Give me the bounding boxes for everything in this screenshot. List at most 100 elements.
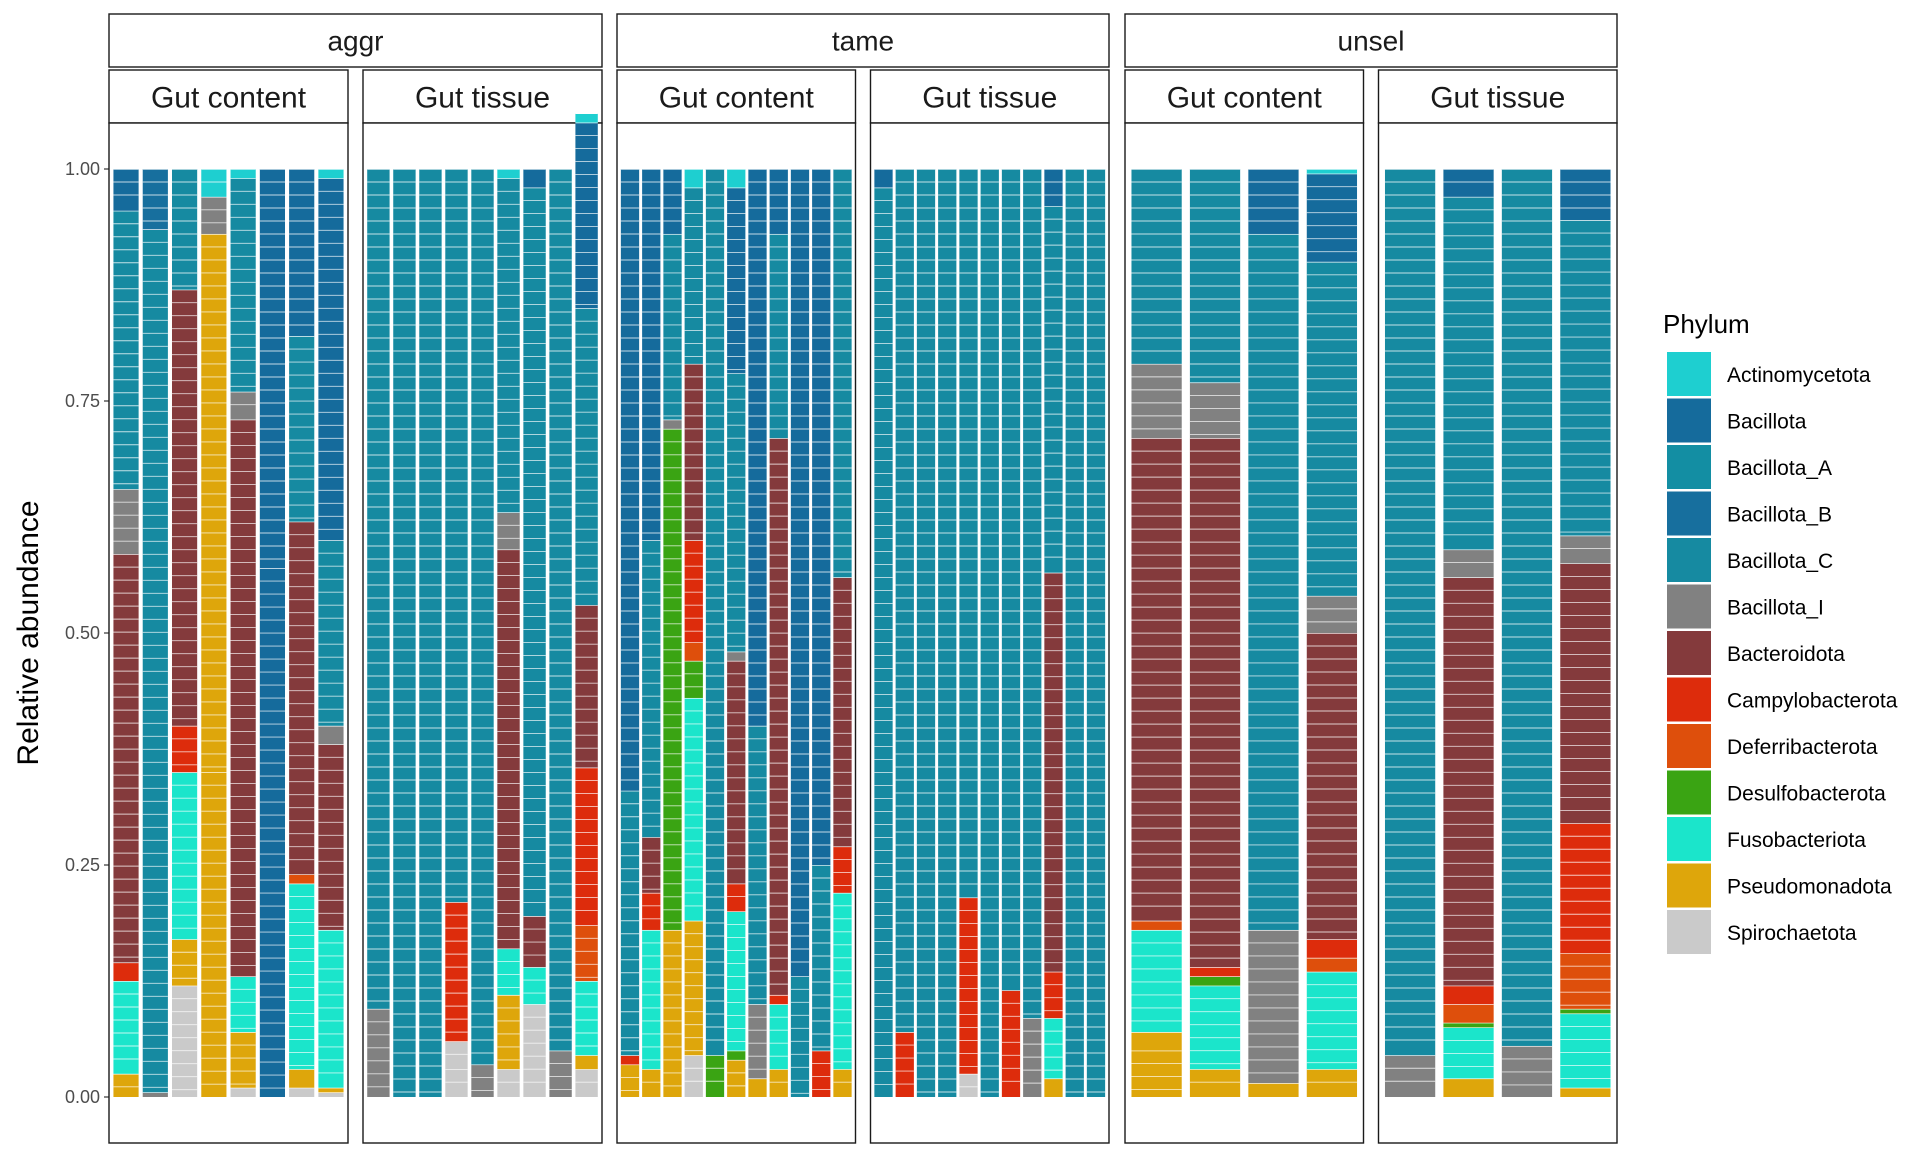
legend-key-desulfobacterota xyxy=(1667,770,1711,815)
bar-segment-bacteroidota xyxy=(523,916,546,968)
bar-segment-campylobacterota xyxy=(113,962,139,981)
bar-segment-bacillota-c xyxy=(1443,196,1494,550)
bar-segment-spirochaetota xyxy=(684,1055,703,1097)
bar-aggr-gut-tissue-8 xyxy=(549,168,572,1097)
bar-segment-deferribacterota xyxy=(1131,920,1182,930)
bar-segment-bacillota xyxy=(769,169,788,234)
bar-segment-bacillota-c xyxy=(1306,261,1358,596)
bar-segment-pseudomonadota xyxy=(289,1069,315,1088)
bar-tame-gut-content-2 xyxy=(642,168,661,1097)
bar-segment-pseudomonadota xyxy=(1560,1087,1611,1097)
bar-segment-actinomycetota xyxy=(497,169,520,179)
bar-segment-pseudomonadota xyxy=(1131,1032,1182,1051)
bar-segment-bacillota-c xyxy=(1248,233,1299,930)
bar-tame-gut-tissue-3 xyxy=(916,168,936,1097)
y-tick-label: 1.00 xyxy=(65,159,100,179)
bar-aggr-gut-content-7 xyxy=(289,168,315,1097)
bar-segment-desulfobacterota xyxy=(1189,976,1241,986)
bar-tame-gut-content-10 xyxy=(812,168,831,1097)
bar-segment-bacillota-c xyxy=(1086,169,1106,1097)
bar-segment-fusobacteriota xyxy=(523,967,546,1005)
bar-tame-gut-tissue-2 xyxy=(895,168,914,1097)
bar-segment-bacillota xyxy=(1306,173,1358,262)
legend-item-bacteroidota: Bacteroidota xyxy=(1667,631,1845,675)
bar-segment-pseudomonadota xyxy=(318,1087,344,1093)
bar-tame-gut-content-3 xyxy=(663,168,682,1097)
bar-segment-bacillota xyxy=(1044,169,1063,207)
bar-segment-fusobacteriota xyxy=(113,981,139,1074)
bar-segment-bacillota xyxy=(575,122,598,309)
bar-segment-bacillota-i xyxy=(1384,1055,1436,1097)
bar-segment-spirochaetota xyxy=(959,1073,978,1097)
bar-segment-bacillota-i xyxy=(113,489,139,555)
bar-tame-gut-content-1 xyxy=(620,168,640,1097)
bar-segment-fusobacteriota xyxy=(171,772,198,940)
bar-aggr-gut-tissue-1 xyxy=(367,168,390,1097)
bar-segment-campylobacterota xyxy=(727,883,746,912)
bar-segment-campylobacterota xyxy=(620,1055,640,1065)
y-tick-label: 0.50 xyxy=(65,623,100,643)
bar-segment-bacillota xyxy=(1443,169,1494,197)
legend-key-fusobacteriota xyxy=(1667,817,1711,861)
legend-item-bacillota: Bacillota xyxy=(1667,398,1807,443)
bar-segment-spirochaetota xyxy=(445,1041,468,1070)
bar-tame-gut-tissue-1 xyxy=(874,168,893,1097)
legend-key-campylobacterota xyxy=(1667,677,1711,722)
facet-strip-label-unsel: unsel xyxy=(1338,26,1405,57)
bar-segment-bacillota-c xyxy=(895,169,914,1033)
bar-segment-pseudomonadota xyxy=(1189,1069,1241,1097)
bar-tame-gut-tissue-8 xyxy=(1023,168,1042,1097)
bar-segment-bacillota-c xyxy=(916,169,936,1097)
bar-segment-fusobacteriota xyxy=(318,929,344,1088)
bar-segment-bacillota-c xyxy=(663,233,682,420)
bar-segment-bacteroidota xyxy=(575,605,598,768)
bar-segment-actinomycetota xyxy=(318,169,344,179)
bar-segment-spirochaetota xyxy=(497,1069,520,1097)
bar-segment-bacillota xyxy=(812,169,831,865)
bar-segment-bacillota-i xyxy=(1131,363,1182,439)
legend-label-desulfobacterota: Desulfobacterota xyxy=(1727,783,1886,806)
bar-tame-gut-content-11 xyxy=(833,168,852,1097)
bar-segment-bacteroidota xyxy=(497,549,520,949)
bar-unsel-gut-content-3 xyxy=(1248,168,1299,1097)
bar-segment-fusobacteriota xyxy=(642,929,661,1070)
bar-aggr-gut-content-4 xyxy=(201,168,227,1097)
bar-segment-fusobacteriota xyxy=(1131,929,1182,1033)
bar-segment-campylobacterota xyxy=(1443,985,1494,1005)
bar-segment-bacillota-i xyxy=(318,725,344,745)
bar-segment-actinomycetota xyxy=(201,169,227,197)
bar-segment-bacillota xyxy=(642,169,661,541)
bar-segment-pseudomonadota xyxy=(1443,1078,1494,1097)
bar-segment-deferribacterota xyxy=(575,925,598,981)
bar-segment-desulfobacterota xyxy=(684,660,703,698)
bar-segment-bacteroidota xyxy=(1306,633,1358,940)
bar-segment-campylobacterota xyxy=(769,994,788,1005)
legend-item-bacillota-c: Bacillota_C xyxy=(1667,538,1833,582)
legend-key-deferribacterota xyxy=(1667,724,1711,768)
bar-segment-bacteroidota xyxy=(1189,438,1241,968)
bar-segment-fusobacteriota xyxy=(289,883,315,1070)
bar-segment-pseudomonadota xyxy=(575,1055,598,1070)
bar-segment-bacillota xyxy=(289,169,315,337)
legend-key-bacillota xyxy=(1667,398,1711,443)
bar-segment-bacillota xyxy=(874,169,893,188)
bar-segment-spirochaetota xyxy=(445,1069,468,1097)
bar-segment-pseudomonadota xyxy=(663,929,682,1097)
legend-item-bacillota-a: Bacillota_A xyxy=(1667,445,1832,489)
bar-segment-bacteroidota xyxy=(1443,577,1494,986)
bar-segment-bacillota xyxy=(748,169,767,726)
bar-segment-bacillota-i xyxy=(727,651,746,661)
panel-strip-label-unsel-gut-content: Gut content xyxy=(1167,82,1323,115)
legend-item-actinomycetota: Actinomycetota xyxy=(1667,352,1871,396)
bar-segment-bacillota-c xyxy=(812,865,831,1051)
bar-segment-desulfobacterota xyxy=(727,1050,746,1060)
bar-segment-pseudomonadota xyxy=(230,1032,256,1088)
bar-aggr-gut-content-1 xyxy=(113,168,139,1097)
bar-segment-bacillota-c xyxy=(497,178,520,513)
bars-tame-gut-content xyxy=(620,168,852,1097)
bar-segment-bacillota-i xyxy=(367,1008,390,1097)
bar-segment-campylobacterota xyxy=(833,846,852,893)
legend-item-pseudomonadota: Pseudomonadota xyxy=(1667,863,1892,908)
bar-segment-deferribacterota xyxy=(684,642,703,661)
